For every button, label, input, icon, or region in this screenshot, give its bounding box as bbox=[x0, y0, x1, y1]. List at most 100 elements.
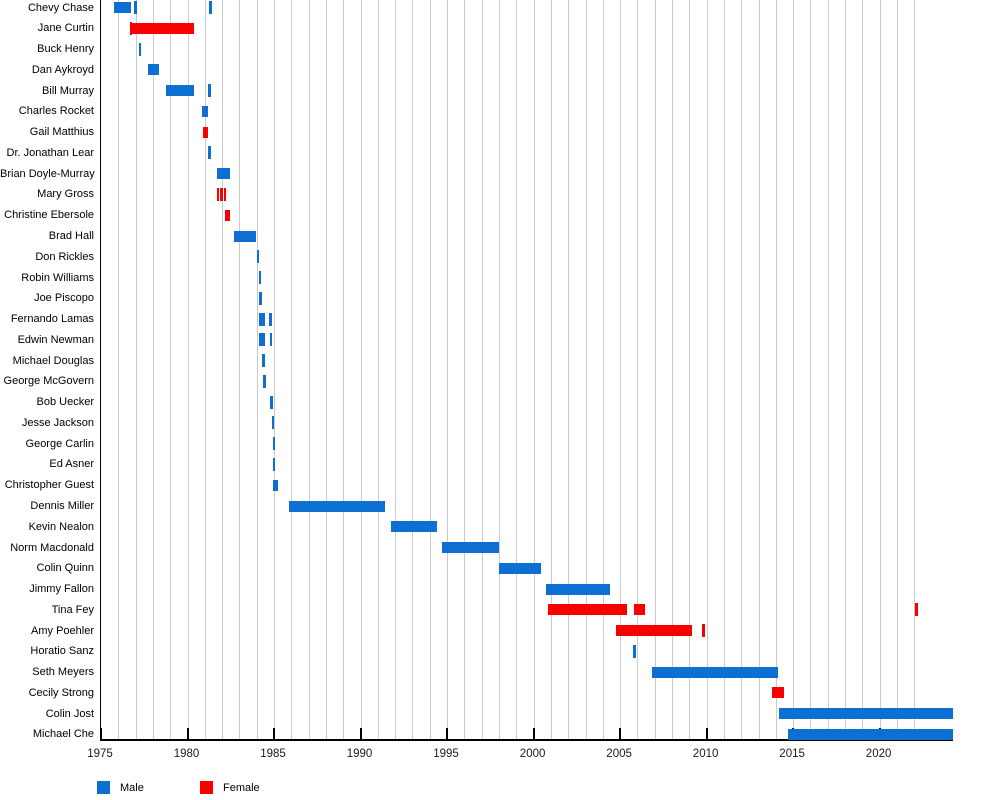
episode-tick bbox=[271, 416, 275, 430]
row-label: George McGovern bbox=[3, 375, 94, 388]
episode-tick bbox=[269, 333, 273, 347]
gridline-2013 bbox=[758, 0, 760, 739]
gridline-2016 bbox=[810, 0, 812, 739]
row-label: Horatio Sanz bbox=[30, 645, 94, 658]
gridline-2020 bbox=[879, 0, 881, 739]
gridline-2005 bbox=[620, 0, 622, 739]
gridline-2004 bbox=[602, 0, 604, 739]
gridline-1999 bbox=[516, 0, 518, 739]
gantt-bar bbox=[148, 64, 160, 76]
gantt-bar bbox=[546, 583, 611, 595]
gridline-1981 bbox=[204, 0, 206, 739]
episode-tick bbox=[259, 291, 262, 305]
row-label: Don Rickles bbox=[35, 250, 94, 263]
row-label: Bob Uecker bbox=[36, 396, 94, 409]
row-label: Gail Matthius bbox=[29, 126, 94, 139]
gridline-1986 bbox=[291, 0, 293, 739]
gantt-bar bbox=[499, 562, 542, 574]
gridline-1997 bbox=[481, 0, 483, 739]
episode-tick bbox=[272, 457, 276, 471]
row-label: Charles Rocket bbox=[18, 105, 94, 118]
gantt-bar bbox=[441, 542, 500, 553]
axis-tick-1995 bbox=[446, 728, 448, 739]
gridline-1983 bbox=[239, 0, 241, 739]
axis-tick-label-2020: 2020 bbox=[865, 748, 892, 760]
row-label: Bill Murray bbox=[42, 84, 94, 97]
axis-tick-1985 bbox=[273, 728, 275, 739]
gridline-1994 bbox=[429, 0, 431, 739]
episode-tick bbox=[263, 374, 266, 388]
gantt-bar bbox=[788, 728, 953, 740]
axis-tick-label-2015: 2015 bbox=[779, 748, 805, 760]
episode-tick bbox=[220, 187, 223, 201]
row-label: Norm Macdonald bbox=[10, 541, 94, 554]
axis-tick-label-1975: 1975 bbox=[87, 748, 113, 760]
gridline-1987 bbox=[308, 0, 310, 739]
episode-tick bbox=[702, 624, 705, 638]
gridline-1980 bbox=[187, 0, 189, 739]
gridline-2021 bbox=[896, 0, 898, 739]
male-color-swatch bbox=[97, 781, 110, 794]
gridline-1998 bbox=[499, 0, 500, 739]
row-label: Brian Doyle-Murray bbox=[0, 167, 95, 180]
gridline-1989 bbox=[343, 0, 345, 739]
axis-tick-label-2000: 2000 bbox=[519, 748, 546, 760]
episode-tick bbox=[138, 42, 142, 56]
episode-tick bbox=[208, 84, 211, 98]
gridline-1993 bbox=[412, 0, 414, 739]
row-label: Michael Che bbox=[32, 728, 94, 741]
episode-tick bbox=[262, 333, 265, 347]
gridline-2012 bbox=[741, 0, 743, 739]
gridline-1991 bbox=[377, 0, 379, 739]
gridline-1990 bbox=[360, 0, 362, 739]
gridline-1978 bbox=[152, 0, 154, 739]
gridline-1976 bbox=[118, 0, 120, 739]
gridline-1977 bbox=[135, 0, 137, 739]
episode-tick bbox=[259, 312, 262, 326]
episode-tick bbox=[209, 1, 212, 14]
row-label: Michael Douglas bbox=[12, 354, 94, 367]
row-label: Chevy Chase bbox=[27, 1, 94, 14]
gantt-bar bbox=[131, 22, 194, 34]
episode-tick bbox=[272, 437, 275, 451]
gridline-2010 bbox=[706, 0, 708, 739]
row-label: George Carlin bbox=[25, 437, 94, 450]
gridline-1985 bbox=[274, 0, 275, 739]
gridline-2007 bbox=[654, 0, 656, 739]
gridline-1992 bbox=[395, 0, 397, 739]
row-label: Buck Henry bbox=[37, 43, 94, 55]
legend-item-male: Male bbox=[97, 781, 144, 794]
axis-tick-label-1995: 1995 bbox=[433, 748, 459, 760]
axis-tick-2005 bbox=[619, 728, 622, 739]
row-label: Kevin Nealon bbox=[28, 520, 94, 533]
row-label: Ed Asner bbox=[49, 458, 94, 471]
gantt-bar bbox=[217, 168, 230, 180]
gantt-bar bbox=[616, 625, 692, 637]
gridline-2001 bbox=[550, 0, 552, 739]
axis-tick-label-2010: 2010 bbox=[692, 748, 719, 760]
gridline-2019 bbox=[862, 0, 864, 739]
gridline-2015 bbox=[793, 0, 795, 739]
gantt-bar bbox=[289, 500, 385, 512]
gridline-2014 bbox=[775, 0, 777, 739]
episode-tick bbox=[633, 644, 636, 658]
row-label: Brad Hall bbox=[48, 230, 94, 242]
gantt-bar bbox=[634, 604, 646, 616]
gridline-1988 bbox=[325, 0, 327, 739]
episode-tick bbox=[208, 146, 211, 160]
gantt-bar bbox=[202, 105, 209, 117]
legend-item-female: Female bbox=[200, 781, 260, 794]
row-label: Seth Meyers bbox=[32, 666, 94, 679]
gantt-bar bbox=[272, 479, 279, 491]
axis-tick-label-2005: 2005 bbox=[606, 748, 632, 760]
episode-tick bbox=[223, 187, 227, 201]
legend-label-male: Male bbox=[120, 781, 144, 794]
gantt-bar bbox=[391, 521, 438, 533]
row-label: Jane Curtin bbox=[37, 22, 94, 35]
plot-area bbox=[100, 0, 954, 741]
gantt-bar bbox=[778, 708, 954, 720]
row-label: Amy Poehler bbox=[31, 624, 94, 637]
gridline-2008 bbox=[672, 0, 673, 739]
legend-label-female: Female bbox=[223, 781, 260, 794]
episode-tick bbox=[262, 312, 265, 326]
